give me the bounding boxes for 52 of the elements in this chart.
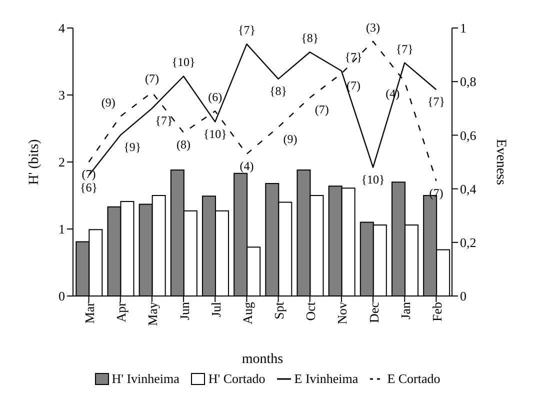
legend-label: H' Ivinheima	[110, 371, 180, 387]
annotation: {7}	[396, 42, 414, 56]
annotation: (9)	[283, 132, 298, 146]
annotation: (8)	[176, 138, 191, 152]
x-tick-label: Nov	[334, 302, 350, 324]
x-axis-title: months	[242, 352, 284, 367]
annotation: (9)	[101, 95, 116, 110]
x-tick-label: May	[145, 302, 160, 326]
y-tick-label: 3	[58, 88, 65, 103]
annotation: (7)	[314, 102, 329, 117]
annotation: {8}	[270, 84, 288, 98]
annotation: {10}	[172, 55, 196, 70]
y2-tick-label: 0,6	[460, 128, 477, 143]
y-axis-title: H' (bits)	[26, 138, 42, 185]
y2-tick-label: 0,4	[460, 181, 477, 196]
legend-label: H' Cortado	[207, 371, 266, 387]
annotation: {7}	[344, 50, 362, 64]
x-tick-label: Jan	[398, 302, 413, 320]
x-tick-label: Jun	[176, 302, 192, 320]
annotation: {7}	[427, 94, 445, 109]
x-tick-label: Jul	[208, 302, 224, 318]
annotation: {9}	[124, 140, 142, 154]
y-tick-label: 2	[58, 154, 65, 170]
y2-tick-label: 1	[460, 20, 466, 36]
annotation: (4)	[240, 158, 254, 173]
x-tick-label: Dec	[366, 302, 382, 323]
y2-tick-label: 0,8	[460, 74, 476, 90]
legend-label: E Cortado	[386, 371, 440, 387]
x-tick-label: Feb	[429, 302, 444, 322]
annotation: (7)	[144, 71, 159, 86]
annotation: {7}	[238, 23, 256, 38]
annotation: (3)	[366, 20, 380, 34]
x-tick-label: Apr	[114, 301, 129, 322]
x-tick-label: Spt	[272, 302, 287, 320]
legend-label: E Ivinheima	[293, 371, 358, 387]
annotation: (7)	[346, 78, 360, 93]
y2-axis-title: Eveness	[493, 139, 508, 185]
y-tick-label: 0	[58, 288, 65, 304]
annotation: {8}	[301, 31, 319, 46]
y2-tick-label: 0	[460, 288, 466, 304]
annotation: {10}	[361, 172, 385, 186]
annotation: {6}	[80, 180, 98, 194]
y-tick-label: 4	[58, 20, 66, 36]
annotation: {10}	[203, 126, 227, 141]
annotation: (6)	[208, 90, 222, 104]
y-tick-label: 1	[58, 222, 65, 237]
y2-tick-label: 0,2	[460, 235, 476, 250]
annotation: (7)	[82, 167, 96, 181]
x-tick-label: Mar	[82, 301, 98, 324]
x-tick-label: Oct	[303, 302, 318, 321]
annotation: {7}	[155, 113, 173, 128]
x-tick-label: Aug	[240, 302, 255, 324]
